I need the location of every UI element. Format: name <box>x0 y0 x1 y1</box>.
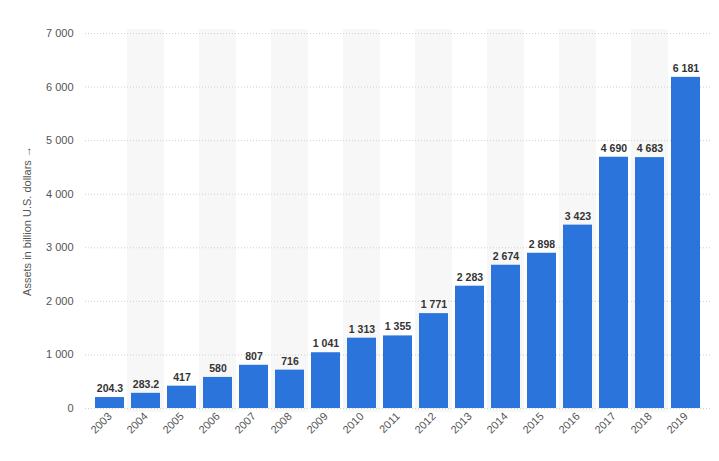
svg-text:2018: 2018 <box>628 410 654 436</box>
svg-text:204.3: 204.3 <box>97 382 123 394</box>
svg-text:1 313: 1 313 <box>349 323 375 335</box>
svg-text:283.2: 283.2 <box>133 378 159 390</box>
svg-text:2009: 2009 <box>304 410 330 436</box>
svg-text:1 041: 1 041 <box>313 337 339 349</box>
svg-text:7 000: 7 000 <box>46 27 74 39</box>
svg-text:417: 417 <box>173 371 191 383</box>
svg-text:2019: 2019 <box>664 410 690 436</box>
svg-text:3 000: 3 000 <box>46 241 74 253</box>
svg-text:6 181: 6 181 <box>673 62 699 74</box>
svg-text:6 000: 6 000 <box>46 81 74 93</box>
svg-text:2006: 2006 <box>196 410 222 436</box>
svg-text:2 000: 2 000 <box>46 295 74 307</box>
svg-text:580: 580 <box>209 362 227 374</box>
svg-text:Assets in billion U.S. dollars: Assets in billion U.S. dollars → <box>21 146 33 296</box>
svg-text:5 000: 5 000 <box>46 134 74 146</box>
svg-text:716: 716 <box>281 355 299 367</box>
svg-text:2014: 2014 <box>484 410 510 436</box>
svg-text:2 674: 2 674 <box>493 250 519 262</box>
svg-text:2012: 2012 <box>412 410 438 436</box>
svg-text:1 355: 1 355 <box>385 320 411 332</box>
svg-text:2008: 2008 <box>268 410 294 436</box>
svg-text:4 683: 4 683 <box>637 142 663 154</box>
svg-text:3 423: 3 423 <box>565 209 591 221</box>
svg-text:2 283: 2 283 <box>457 271 483 283</box>
svg-text:2013: 2013 <box>448 410 474 436</box>
svg-text:1 000: 1 000 <box>46 348 74 360</box>
svg-text:2003: 2003 <box>88 410 114 436</box>
svg-text:2007: 2007 <box>232 410 258 436</box>
svg-text:807: 807 <box>245 350 263 362</box>
svg-text:4 000: 4 000 <box>46 188 74 200</box>
svg-text:2017: 2017 <box>592 410 618 436</box>
svg-text:0: 0 <box>67 402 73 414</box>
svg-text:2016: 2016 <box>556 410 582 436</box>
svg-text:2010: 2010 <box>340 410 366 436</box>
svg-text:2004: 2004 <box>124 410 150 436</box>
svg-text:1 771: 1 771 <box>421 298 447 310</box>
svg-text:2005: 2005 <box>160 410 186 436</box>
svg-text:2011: 2011 <box>377 410 402 435</box>
svg-text:2015: 2015 <box>520 410 546 436</box>
svg-text:4 690: 4 690 <box>601 142 627 154</box>
svg-text:2 898: 2 898 <box>529 238 555 250</box>
